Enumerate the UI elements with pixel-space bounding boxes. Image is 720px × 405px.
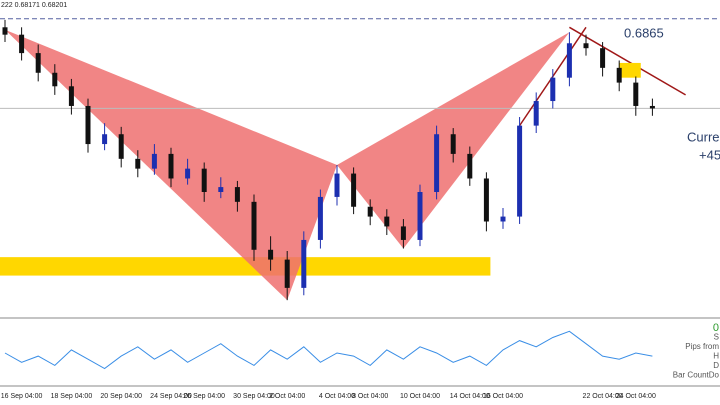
candle-body (583, 43, 589, 49)
candle-body (52, 72, 58, 87)
candle-body (334, 173, 340, 197)
x-tick-label: 16 Oct 04:00 (483, 393, 523, 400)
candle-body (2, 27, 8, 35)
indicator-label: S (714, 333, 719, 342)
indicator-label: Bar CountDo (673, 371, 720, 380)
indicator-label: H (713, 352, 719, 361)
candle-body (234, 187, 240, 202)
price-header: 222 0.68171 0.68201 (1, 2, 67, 9)
candle-body (633, 82, 639, 106)
candle-body (201, 168, 207, 192)
candle-body (500, 216, 506, 222)
candle-body (649, 105, 655, 109)
candle-body (550, 77, 556, 102)
indicator-line (4, 330, 653, 370)
candle-body (102, 134, 108, 145)
candle-body (450, 134, 456, 154)
level-label: 0.6865 (624, 25, 664, 40)
candle-body (517, 125, 523, 217)
demand-zone (0, 257, 491, 276)
candle-body (284, 259, 290, 288)
candle-body (168, 153, 174, 179)
candle-body (268, 249, 274, 260)
x-tick-label: 26 Sep 04:00 (183, 393, 225, 400)
candle-body (68, 86, 74, 106)
candle-body (533, 101, 539, 126)
candle-body (400, 226, 406, 240)
x-tick-label: 24 Oct 04:00 (616, 393, 656, 400)
candle-body (185, 168, 191, 179)
candle-body (467, 153, 473, 179)
trendline (569, 26, 686, 96)
current-label: Curre (687, 129, 720, 144)
candle-body (19, 34, 25, 54)
candle-body (85, 105, 91, 145)
x-tick-label: 2 Oct 04:00 (269, 393, 305, 400)
candle-body (566, 43, 572, 78)
candle-body (367, 206, 373, 217)
x-tick-label: 18 Sep 04:00 (51, 393, 93, 400)
candle-body (483, 178, 489, 222)
candle-body (434, 134, 440, 192)
x-tick-label: 30 Sep 04:00 (233, 393, 275, 400)
x-tick-label: 24 Sep 04:00 (150, 393, 192, 400)
x-tick-label: 8 Oct 04:00 (352, 393, 388, 400)
candle-body (417, 192, 423, 240)
candle-body (317, 196, 323, 240)
x-tick-label: 22 Oct 04:00 (583, 393, 623, 400)
indicator-label: Pips from (685, 342, 719, 351)
target-box (619, 62, 641, 78)
x-tick-label: 10 Oct 04:00 (400, 393, 440, 400)
candle-body (35, 53, 41, 73)
candle-body (118, 134, 124, 159)
x-tick-label: 4 Oct 04:00 (319, 393, 355, 400)
x-tick-label: 20 Sep 04:00 (100, 393, 142, 400)
indicator-label: D (713, 361, 719, 370)
x-tick-label: 14 Oct 04:00 (450, 393, 490, 400)
candle-body (251, 201, 257, 250)
candle-body (600, 48, 606, 68)
x-tick-label: 16 Sep 04:00 (1, 393, 43, 400)
candle-body (384, 216, 390, 227)
indicator-label: 0 (713, 322, 719, 334)
candle-body (218, 187, 224, 192)
candle-body (151, 153, 157, 169)
candle-body (351, 173, 357, 207)
candle-body (616, 67, 622, 83)
current-pips: +45 (699, 147, 720, 162)
candle-body (301, 239, 307, 288)
candle-body (135, 158, 141, 169)
